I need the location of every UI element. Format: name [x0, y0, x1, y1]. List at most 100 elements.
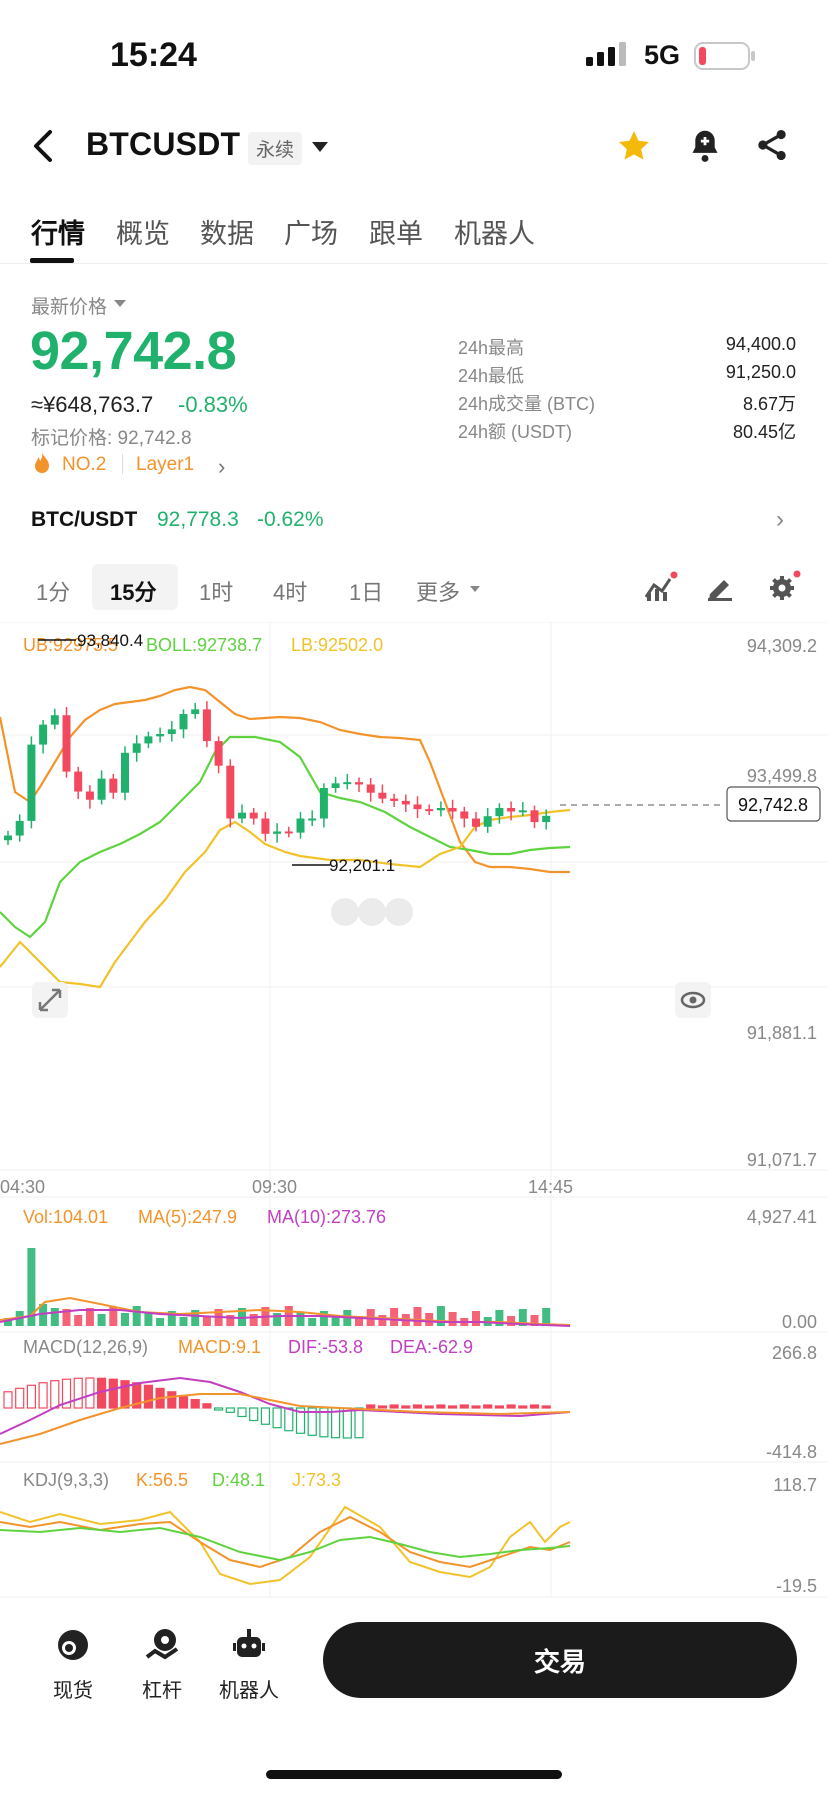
macd-bar [237, 1407, 247, 1418]
volume-bar [495, 1310, 504, 1326]
macd-bar [15, 1387, 25, 1409]
candle-body [144, 736, 153, 744]
macd-bar [260, 1407, 270, 1425]
latest-price-label[interactable]: 最新价格 [31, 297, 108, 318]
price-axis-tick: 91,881.1 [747, 1023, 817, 1043]
margin-button[interactable]: 杠杆 [117, 1627, 207, 1703]
tab-bots[interactable]: 机器人 [454, 219, 535, 249]
expand-chart-button[interactable] [32, 982, 68, 1018]
tab-overview[interactable]: 概览 [116, 219, 170, 249]
candle-body [355, 782, 363, 785]
macd-bar [26, 1384, 36, 1409]
macd-bar [412, 1404, 423, 1409]
volume-bar [273, 1313, 282, 1326]
trade-button[interactable]: 交易 [323, 1622, 797, 1698]
chevron-down-icon[interactable] [470, 586, 480, 592]
price-axis-tick: 91,071.7 [747, 1150, 817, 1170]
back-icon[interactable] [28, 128, 58, 164]
candle-body [425, 809, 434, 812]
low-annotation: 92,201.1 [329, 856, 395, 875]
indicators-icon[interactable] [644, 571, 678, 603]
symbol-title[interactable]: BTCUSDT [86, 126, 241, 162]
interval-4h[interactable]: 4时 [273, 580, 308, 605]
candle-body [413, 804, 422, 810]
macd-bar [354, 1407, 364, 1439]
expand-icon [38, 988, 62, 1012]
candle-body [39, 724, 48, 745]
cny-price: ≈¥648,763.7 [31, 392, 154, 417]
symbol-dropdown-icon[interactable] [312, 142, 328, 152]
volume-bar [62, 1309, 71, 1326]
fire-icon [35, 452, 49, 473]
macd-bar [471, 1405, 481, 1409]
spot-button[interactable]: 现货 [28, 1627, 118, 1703]
tab-data[interactable]: 数据 [200, 219, 254, 249]
volume-bar [74, 1315, 83, 1326]
interval-more[interactable]: 更多 [416, 580, 461, 605]
interval-1m[interactable]: 1分 [36, 580, 71, 605]
divider [0, 263, 828, 264]
stat-24h-low-label: 24h最低 [458, 366, 525, 386]
last-price-tag [726, 786, 821, 822]
candle-body [530, 810, 539, 823]
chevron-right-icon[interactable]: › [218, 454, 226, 479]
candle-body [214, 741, 223, 766]
candle-body [518, 810, 527, 813]
interval-15m[interactable]: 15分 [110, 580, 157, 605]
candle-body [191, 709, 200, 715]
volume-bar [308, 1318, 317, 1326]
chart-settings-gear-icon[interactable] [766, 569, 802, 603]
kdj-k-label: K:56.5 [136, 1470, 188, 1490]
draw-pencil-icon[interactable] [706, 572, 734, 602]
toggle-visibility-button[interactable] [675, 982, 711, 1018]
latest-price-dropdown-icon[interactable] [114, 300, 126, 307]
last-price: 92,742.8 [30, 321, 237, 381]
candle-body [483, 816, 492, 827]
mark-price: 标记价格: 92,742.8 [31, 428, 192, 449]
contract-type-badge: 永续 [248, 132, 303, 165]
volume-bar [156, 1318, 165, 1326]
macd-bar [436, 1404, 446, 1409]
share-icon[interactable] [756, 128, 788, 162]
candle-body [331, 783, 340, 789]
price-axis-tick: 94,309.2 [747, 636, 817, 656]
interval-1d[interactable]: 1日 [349, 580, 384, 605]
macd-bar [424, 1405, 434, 1409]
volume-bar [179, 1317, 188, 1326]
time-axis-tick: 04:30 [0, 1177, 45, 1197]
favorite-star-icon[interactable] [616, 128, 652, 164]
kdj-title: KDJ(9,3,3) [23, 1470, 109, 1490]
price-alert-bell-icon[interactable] [688, 128, 722, 164]
tab-market[interactable]: 行情 [31, 219, 85, 249]
macd-bar [366, 1404, 376, 1409]
interval-1h[interactable]: 1时 [199, 580, 234, 605]
bots-button[interactable]: 机器人 [204, 1627, 294, 1703]
candle-body [448, 807, 457, 812]
high-annotation: 93,840.4 [77, 631, 143, 650]
volume-bar [97, 1314, 106, 1326]
macd-bar [178, 1394, 189, 1409]
candle-body [319, 788, 328, 819]
tab-copy-trading[interactable]: 跟单 [369, 219, 423, 249]
macd-bar [249, 1407, 259, 1422]
volume-bar [39, 1304, 48, 1326]
candle-body [74, 771, 83, 792]
sector-tag[interactable]: Layer1 [136, 454, 195, 475]
candle-body [50, 715, 59, 725]
candle-body [238, 812, 246, 819]
macd-bar [73, 1377, 83, 1409]
kdj-axis-tick: -19.5 [776, 1576, 817, 1596]
macd-bar [518, 1405, 528, 1409]
candle-body [121, 752, 129, 793]
volume-bar [542, 1308, 551, 1326]
spot-pair-price: 92,778.3 [157, 508, 239, 531]
macd-bar [143, 1384, 153, 1409]
chevron-right-icon[interactable]: › [776, 506, 784, 533]
kline-chart[interactable]: UB:92975.5 BOLL:92738.7 LB:92502.0 94,30… [0, 622, 828, 1602]
macd-bar [483, 1404, 493, 1409]
volume-bar [132, 1306, 141, 1326]
tab-square[interactable]: 广场 [284, 219, 338, 249]
candle-body [85, 791, 94, 800]
time-axis-tick: 14:45 [528, 1177, 573, 1197]
rank-badge[interactable]: NO.2 [62, 454, 107, 475]
